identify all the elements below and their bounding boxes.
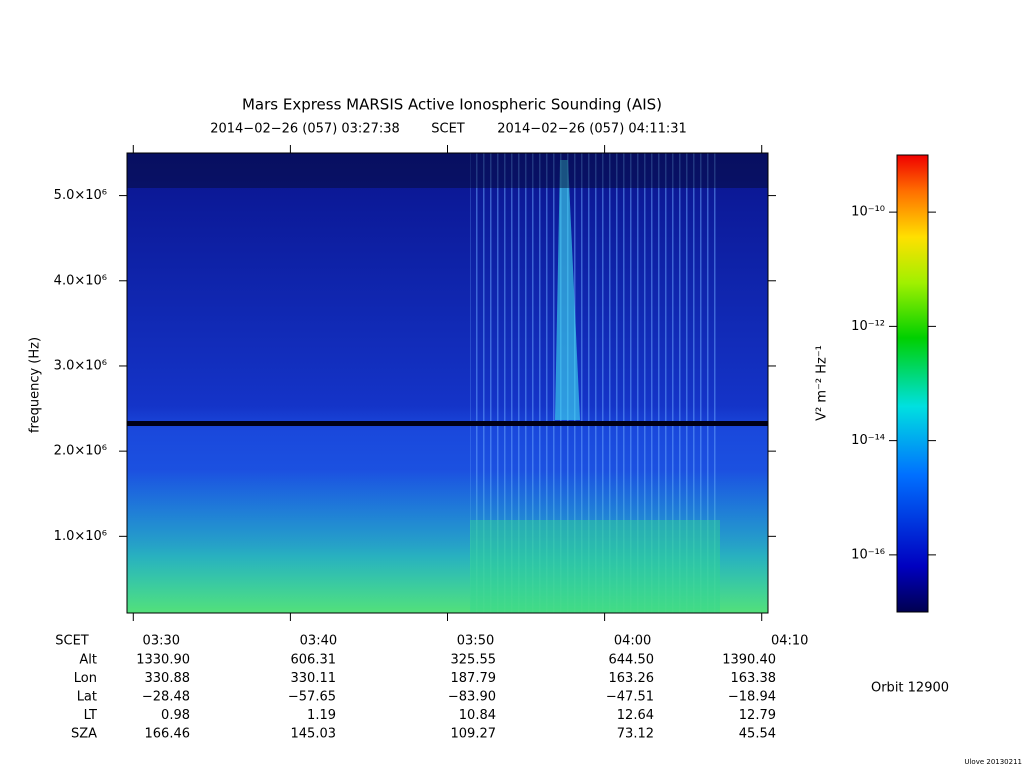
table-cell: −28.48 (142, 690, 190, 705)
row-label: Lon (74, 671, 97, 686)
row-label: Alt (79, 653, 97, 668)
orbit-label: Orbit 12900 (871, 681, 949, 696)
table-cell: −47.51 (606, 690, 654, 705)
row-label: SCET (55, 634, 89, 649)
table-cell: 325.55 (451, 653, 497, 668)
table-cell: 45.54 (739, 727, 776, 742)
table-cell: 12.79 (739, 708, 776, 723)
colorbar-label: V² m⁻² Hz⁻¹ (815, 345, 830, 421)
row-label: Lat (77, 690, 97, 705)
y-tick-label: 1.0×10⁶ (54, 529, 107, 544)
table-cell: 606.31 (291, 653, 337, 668)
x-tick-label: 03:30 (143, 634, 180, 649)
spectrogram-image (127, 153, 768, 613)
x-tick-label: 04:10 (771, 634, 808, 649)
row-label: SZA (71, 727, 97, 742)
y-tick-label: 5.0×10⁶ (54, 188, 107, 203)
table-cell: 1.19 (307, 708, 336, 723)
y-tick-label: 4.0×10⁶ (54, 273, 107, 288)
subtitle-start: 2014−02−26 (057) 03:27:38 (210, 122, 400, 137)
row-label: LT (84, 708, 97, 723)
colorbar-tick-label: 10⁻¹² (851, 319, 885, 334)
table-cell: 1330.90 (136, 653, 190, 668)
x-tick-label: 03:50 (457, 634, 494, 649)
y-tick-label: 3.0×10⁶ (54, 358, 107, 373)
colorbar (896, 154, 929, 613)
table-cell: 10.84 (459, 708, 496, 723)
table-cell: 644.50 (609, 653, 655, 668)
subtitle-frame: SCET (431, 122, 465, 137)
table-cell: 145.03 (291, 727, 337, 742)
table-cell: 73.12 (617, 727, 654, 742)
table-cell: 0.98 (161, 708, 190, 723)
colorbar-tick-label: 10⁻¹⁶ (851, 547, 885, 562)
table-cell: −83.90 (448, 690, 496, 705)
y-axis-label: frequency (Hz) (28, 337, 43, 433)
table-cell: 330.11 (291, 671, 337, 686)
table-cell: 1390.40 (722, 653, 776, 668)
table-cell: 166.46 (145, 727, 191, 742)
x-tick-label: 03:40 (300, 634, 337, 649)
x-tick-label: 04:00 (614, 634, 651, 649)
table-cell: −18.94 (728, 690, 776, 705)
table-cell: 187.79 (451, 671, 497, 686)
table-cell: 12.64 (617, 708, 654, 723)
chart-title: Mars Express MARSIS Active Ionospheric S… (242, 96, 662, 114)
colorbar-tick-label: 10⁻¹⁰ (851, 205, 885, 220)
table-cell: 330.88 (145, 671, 191, 686)
table-cell: 163.26 (609, 671, 655, 686)
table-cell: 109.27 (451, 727, 497, 742)
y-tick-label: 2.0×10⁶ (54, 444, 107, 459)
table-cell: 163.38 (731, 671, 777, 686)
table-cell: −57.65 (288, 690, 336, 705)
subtitle-end: 2014−02−26 (057) 04:11:31 (497, 122, 687, 137)
colorbar-tick-label: 10⁻¹⁴ (851, 433, 885, 448)
version-label: Ulove 20130211 (964, 758, 1022, 766)
